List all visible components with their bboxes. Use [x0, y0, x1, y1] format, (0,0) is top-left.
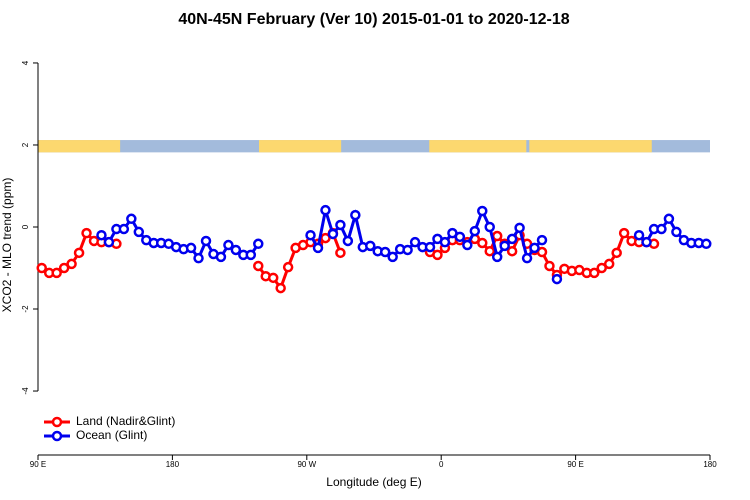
data-point [424, 241, 436, 253]
y-tick-label: -4 [21, 387, 30, 395]
data-point [185, 242, 197, 254]
land-band [259, 140, 342, 153]
data-point [267, 272, 279, 284]
data-point [506, 245, 518, 257]
data-point [200, 235, 212, 247]
data-point [656, 223, 667, 235]
data-point [230, 244, 242, 256]
data-point [223, 239, 234, 251]
data-point [633, 229, 645, 241]
data-point [439, 236, 451, 248]
data-point [536, 246, 548, 258]
data-point [491, 251, 503, 263]
data-point [335, 247, 346, 259]
data-point [484, 221, 495, 233]
data-point [327, 228, 339, 240]
data-point [589, 267, 600, 279]
data-point [491, 230, 503, 242]
data-point [611, 247, 622, 259]
x-tick-label: 0 [439, 460, 444, 469]
data-point [51, 267, 62, 279]
data-point [126, 213, 137, 225]
data-point [536, 234, 548, 246]
x-tick-label: 90 E [567, 460, 583, 469]
legend-marker [51, 430, 63, 442]
x-axis-label: Longitude (deg E) [326, 475, 421, 489]
data-point [275, 282, 286, 294]
data-point [387, 251, 398, 263]
x-tick-label: 90 E [30, 460, 46, 469]
data-point [320, 204, 331, 216]
data-point [477, 237, 488, 249]
data-point [499, 240, 510, 252]
data-point [312, 242, 324, 254]
data-point [596, 262, 607, 274]
data-point [350, 209, 361, 221]
data-point [305, 229, 316, 241]
data-point [402, 244, 413, 256]
data-point [671, 226, 682, 238]
data-point [544, 260, 555, 272]
data-point [529, 242, 540, 254]
data-point [58, 262, 70, 274]
data-point [118, 223, 130, 235]
data-point [253, 238, 264, 250]
data-point [66, 258, 77, 270]
data-point [36, 262, 47, 274]
data-point [245, 249, 257, 261]
data-point [409, 236, 421, 248]
data-point [454, 231, 466, 243]
y-axis-label: XCO2 - MLO trend (ppm) [0, 178, 14, 313]
data-point [701, 238, 712, 250]
data-point [551, 273, 563, 285]
land-band [38, 140, 121, 153]
data-point [618, 227, 630, 239]
data-point [282, 261, 294, 273]
x-tick-label: 180 [166, 460, 180, 469]
data-point [73, 247, 85, 259]
data-point [663, 213, 675, 225]
data-point [253, 260, 264, 272]
data-point [469, 225, 481, 237]
x-tick-label: 180 [703, 460, 717, 469]
y-tick-label: 4 [21, 60, 30, 65]
data-point [462, 239, 473, 251]
data-point [521, 252, 533, 264]
data-point [193, 252, 204, 264]
data-point [603, 258, 615, 270]
legend-label: Land (Nadir&Glint) [76, 414, 175, 428]
data-point [379, 246, 391, 258]
legend-marker [51, 416, 63, 428]
y-tick-label: 0 [21, 224, 30, 229]
land-band [529, 140, 652, 153]
data-point [432, 249, 443, 261]
y-tick-label: -2 [21, 305, 30, 313]
data-point [335, 219, 346, 231]
data-point [365, 240, 376, 252]
data-point [484, 245, 495, 257]
data-point [641, 236, 652, 248]
y-tick-label: 2 [21, 142, 30, 147]
legend-label: Ocean (Glint) [76, 428, 147, 442]
data-point [506, 233, 518, 245]
data-point [477, 205, 488, 217]
data-point [342, 235, 354, 247]
data-point [133, 226, 145, 238]
data-point [103, 236, 115, 248]
data-point [81, 227, 92, 239]
land-band [429, 140, 527, 153]
data-point [215, 251, 227, 263]
data-point [96, 229, 107, 241]
data-point [514, 222, 525, 234]
chart-title: 40N-45N February (Ver 10) 2015-01-01 to … [178, 11, 569, 28]
x-tick-label: 90 W [297, 460, 316, 469]
